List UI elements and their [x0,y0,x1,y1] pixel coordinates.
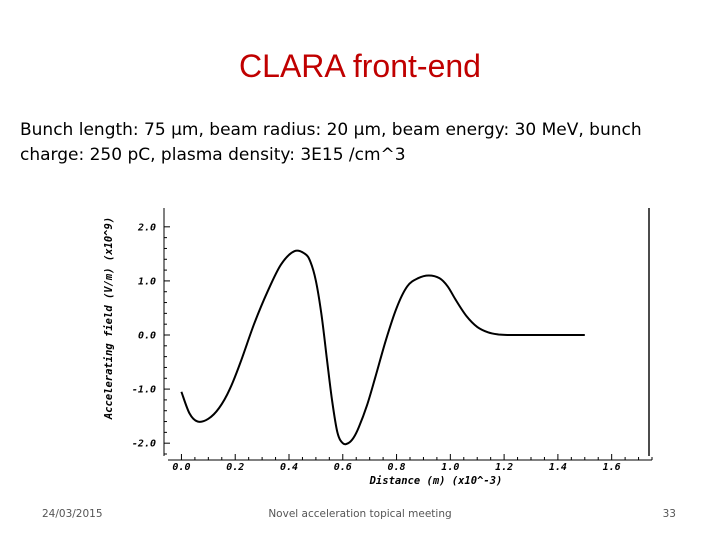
x-tick-label: 0.4 [280,462,298,473]
x-tick-label: 1.4 [549,462,567,473]
y-tick-label: -2.0 [132,439,156,450]
x-tick-label: 0.0 [172,462,190,473]
field-chart: 0.0 0.2 0.4 0.6 0.8 1.0 1.2 1.4 1.6 Distance (m)… [103,208,653,487]
x-tick-label: 0.2 [226,462,244,473]
footer-meeting: Novel acceleration topical meeting [268,508,452,520]
x-axis-label: Distance (m) (x10^-3) [369,475,503,487]
slide-title: CLARA front-end [239,48,481,84]
series-line [180,249,585,446]
x-tick-label: 0.8 [388,462,406,473]
y-tick-label: 0.0 [138,331,156,342]
footer-date: 24/03/2015 [42,508,103,520]
y-tick-label: 1.0 [138,276,156,287]
y-tick-label: 2.0 [137,222,156,233]
x-tick-label: 0.6 [334,462,352,473]
x-tick-label: 1.2 [495,462,513,473]
y-axis: 2.0 1.0 0.0 -1.0 -2.0 Accelerating field (V/… [103,208,170,456]
y-tick-label: -1.0 [132,385,156,396]
x-tick-label: 1.0 [441,462,459,473]
footer-page-number: 33 [662,508,676,520]
x-tick-label: 1.6 [603,462,621,473]
y-axis-label: Accelerating field (V/m) (x10^9) [103,217,115,420]
slide-body-text: Bunch length: 75 µm, beam radius: 20 µm,… [20,120,642,165]
x-axis: 0.0 0.2 0.4 0.6 0.8 1.0 1.2 1.4 1.6 Distance (m)… [168,454,653,487]
